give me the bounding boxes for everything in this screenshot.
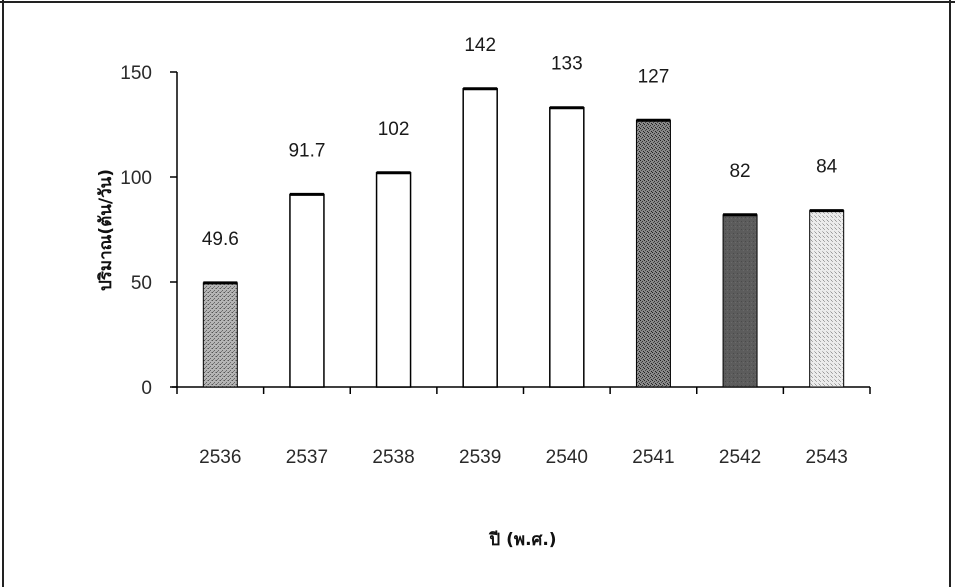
x-tick-label: 2543 <box>806 447 848 468</box>
data-label-2539: 142 <box>464 35 496 56</box>
bar-2537 <box>290 194 324 387</box>
x-tick-label: 2541 <box>632 447 674 468</box>
y-axis-ticks: 0 50 100 150 <box>120 63 177 399</box>
data-label-2538: 102 <box>378 119 410 140</box>
bar-2542 <box>723 215 757 387</box>
x-tick-label: 2537 <box>286 447 328 468</box>
x-tick-label: 2538 <box>372 447 414 468</box>
data-label-2543: 84 <box>816 157 838 178</box>
data-label-2536: 49.6 <box>202 229 239 250</box>
bar-2541 <box>636 120 670 387</box>
bar-2543 <box>810 211 844 387</box>
y-tick-label: 150 <box>120 63 152 84</box>
x-tick-labels: 2536 2537 2538 2539 2540 2541 2542 2543 <box>199 447 848 468</box>
data-label-2541: 127 <box>638 66 670 87</box>
y-tick-label: 0 <box>141 378 152 399</box>
data-label-2540: 133 <box>551 54 583 75</box>
bar-2538 <box>377 173 411 387</box>
y-tick-label: 50 <box>131 273 152 294</box>
x-tick-label: 2536 <box>199 447 241 468</box>
bar-series <box>203 89 843 387</box>
bar-2540 <box>550 108 584 387</box>
bar-2539 <box>463 89 497 387</box>
y-tick-label: 100 <box>120 168 152 189</box>
data-label-2537: 91.7 <box>288 140 325 161</box>
x-tick-label: 2542 <box>719 447 761 468</box>
x-axis-ticks <box>177 387 870 394</box>
x-axis-title: ปี (พ.ศ.) <box>489 529 557 550</box>
x-tick-label: 2539 <box>459 447 501 468</box>
y-axis-title: ปริมาณ(ตัน/วัน) <box>96 169 116 291</box>
data-label-2542: 82 <box>729 161 750 182</box>
x-tick-label: 2540 <box>546 447 588 468</box>
bar-2536 <box>203 283 237 387</box>
